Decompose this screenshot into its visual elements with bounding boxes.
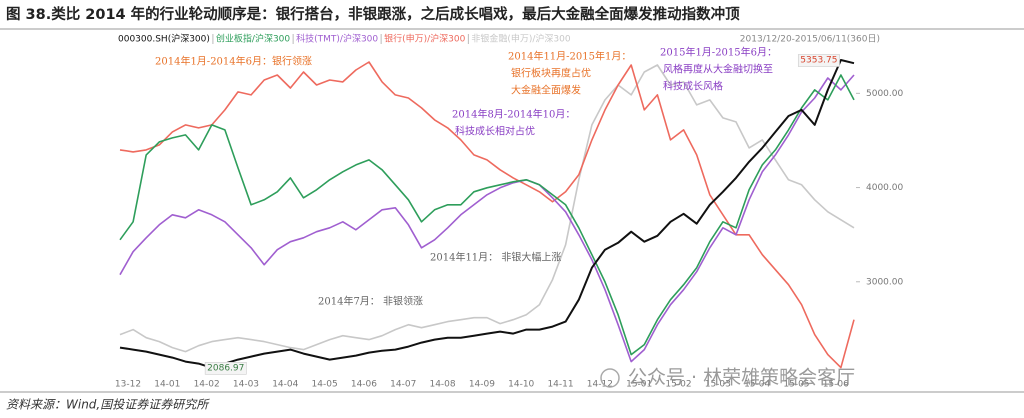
series-line (119, 64, 855, 353)
value-label-box (204, 362, 247, 375)
y-tick-label: 4000.00 (866, 183, 903, 193)
value-label-box (797, 54, 840, 67)
watermark: 公众号 · 林荣雄策略会客厅 (628, 367, 855, 389)
annotation: 大金融全面爆发 (511, 84, 581, 97)
annotation: 2014年11月： 非银大幅上涨 (430, 251, 561, 264)
x-tick-label: 15-06 (823, 380, 849, 390)
x-tick-label: 14-10 (508, 380, 534, 390)
x-tick-label: 15-01 (626, 380, 652, 390)
period-label: 2013/12/20-2015/06/11(360日) (740, 34, 880, 45)
legend-entry: 非银金融(申万)/沪深300 (471, 33, 571, 45)
annotation: 2014年11月-2015年1月： (508, 50, 631, 63)
x-tick-label: 14-03 (233, 380, 259, 390)
annotation: 2014年1月-2014年6月：银行领涨 (155, 55, 312, 68)
x-tick-label: 14-07 (390, 380, 416, 390)
source: 资料来源：Wind,国投证券证券研究所 (6, 398, 210, 412)
series-line (119, 74, 855, 363)
x-tick-label: 14-02 (194, 380, 220, 390)
watermark-icon (600, 368, 620, 388)
annotation: 风格再度从大金融切换至 (663, 63, 773, 76)
legend-entry: 000300.SH(沪深300) (118, 33, 210, 45)
annotation: 2014年7月： 非银领涨 (318, 295, 423, 308)
x-tick-label: 15-05 (783, 380, 809, 390)
legend-entry: 银行(申万)/沪深300 (384, 33, 466, 45)
x-tick-label: 14-05 (312, 380, 338, 390)
x-tick-label: 14-08 (429, 380, 455, 390)
series-line (119, 61, 855, 369)
x-tick-label: 15-02 (665, 380, 691, 390)
annotation: 科技成长相对占优 (455, 125, 535, 138)
annotation: 2015年1月-2015年6月： (660, 46, 777, 59)
x-tick-label: 14-06 (351, 380, 377, 390)
value-label: 5353.75 (800, 56, 837, 66)
series-line (119, 74, 855, 356)
annotation: 2014年8月-2014年10月： (452, 108, 575, 121)
y-tick-label: 3000.00 (866, 277, 903, 287)
x-tick-label: 14-12 (587, 380, 613, 390)
annotation: 银行板块再度占优 (511, 67, 591, 80)
x-tick-label: 14-09 (469, 380, 495, 390)
x-tick-label: 15-04 (744, 380, 770, 390)
series-line (119, 59, 855, 369)
legend-entry: 创业板指/沪深300 (216, 33, 290, 45)
chart-title: 图 38.类比 2014 年的行业轮动顺序是：银行搭台，非银跟涨，之后成长唱戏，… (6, 5, 740, 23)
annotation: 科技成长风格 (663, 80, 723, 93)
value-label: 2086.97 (207, 363, 244, 373)
x-tick-label: 14-04 (272, 380, 298, 390)
x-tick-label: 14-01 (154, 380, 180, 390)
x-tick-label: 15-03 (705, 380, 731, 390)
x-tick-label: 13-12 (115, 380, 141, 390)
legend-entry: 科技(TMT)/沪深300 (296, 33, 378, 45)
y-tick-label: 5000.00 (866, 89, 903, 99)
x-tick-label: 14-11 (547, 380, 573, 390)
